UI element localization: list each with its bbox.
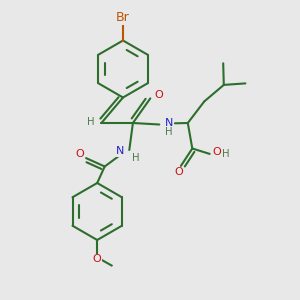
Text: N: N [165,118,173,128]
Text: O: O [93,254,102,265]
Text: H: H [164,127,172,137]
Text: O: O [212,147,221,157]
Text: O: O [154,90,163,100]
Text: N: N [116,146,124,157]
Text: H: H [87,117,95,128]
Text: O: O [75,149,84,160]
Text: H: H [222,149,230,160]
Text: Br: Br [116,11,130,24]
Text: O: O [174,167,183,178]
Text: H: H [131,153,139,163]
